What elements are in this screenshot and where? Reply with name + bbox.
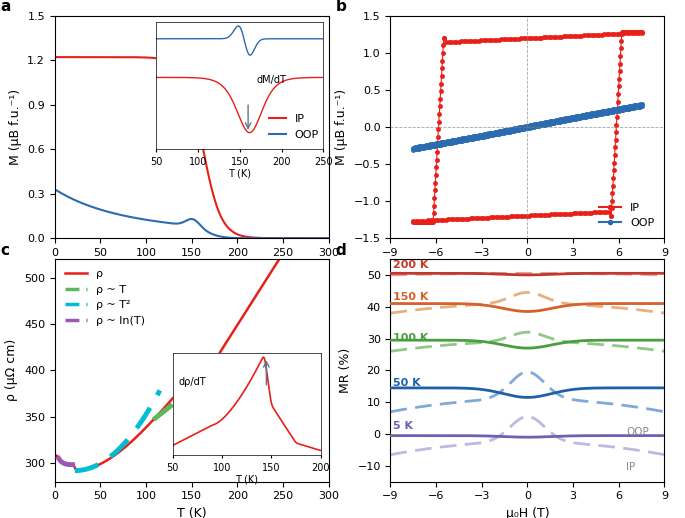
Legend: IP, OOP: IP, OOP xyxy=(264,110,323,144)
Text: OOP: OOP xyxy=(626,427,649,437)
Text: 150 K: 150 K xyxy=(393,292,429,302)
Text: 100 K: 100 K xyxy=(393,333,429,343)
Y-axis label: ρ (μΩ cm): ρ (μΩ cm) xyxy=(5,339,18,401)
Legend: ρ, ρ ~ T, ρ ~ T², ρ ~ ln(T): ρ, ρ ~ T, ρ ~ T², ρ ~ ln(T) xyxy=(60,265,149,330)
Text: IP: IP xyxy=(626,463,636,472)
Legend: IP, OOP: IP, OOP xyxy=(595,198,659,233)
X-axis label: T (K): T (K) xyxy=(177,264,207,277)
Text: 5 K: 5 K xyxy=(393,421,414,431)
Text: a: a xyxy=(0,0,10,14)
Y-axis label: M (μB f.u.⁻¹): M (μB f.u.⁻¹) xyxy=(335,89,348,165)
Text: 200 K: 200 K xyxy=(393,260,429,270)
X-axis label: T (K): T (K) xyxy=(177,507,207,518)
Y-axis label: MR (%): MR (%) xyxy=(339,348,352,393)
Text: 50 K: 50 K xyxy=(393,378,421,388)
Text: d: d xyxy=(336,242,347,257)
Y-axis label: M (μB f.u.⁻¹): M (μB f.u.⁻¹) xyxy=(9,89,22,165)
Text: b: b xyxy=(336,0,347,14)
X-axis label: μ₀H (T): μ₀H (T) xyxy=(506,264,549,277)
X-axis label: μ₀H (T): μ₀H (T) xyxy=(506,507,549,518)
Text: c: c xyxy=(0,242,9,257)
